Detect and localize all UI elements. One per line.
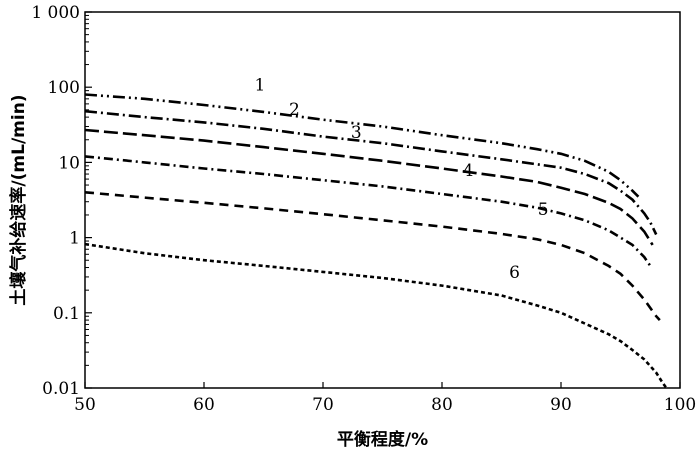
series-2-line: [84, 109, 658, 236]
x-axis-title: 平衡程度/%: [337, 429, 428, 450]
series-6-line: [84, 242, 668, 390]
curve-labels: 1 2 3 4 5 6: [255, 76, 549, 283]
y-tick-label: 10: [58, 153, 80, 173]
y-axis: 0.01 0.1 1 10 100 1 000: [31, 3, 92, 399]
x-tick-label: 50: [74, 395, 96, 415]
x-tick-label: 80: [431, 395, 453, 415]
x-tick-label: 90: [550, 395, 572, 415]
y-tick-label: 1 000: [31, 3, 80, 23]
curve-label-1: 1: [255, 76, 266, 96]
series-5-line: [84, 191, 661, 321]
x-tick-label: 60: [193, 395, 215, 415]
curve-label-4: 4: [463, 161, 474, 181]
curve-label-6: 6: [509, 263, 520, 283]
y-tick-label: 0.01: [42, 379, 80, 399]
plot-frame: [84, 11, 681, 389]
x-tick-label: 100: [664, 395, 696, 415]
curve-label-3: 3: [351, 123, 362, 143]
curves-group: [84, 93, 668, 390]
series-1-line: [84, 93, 640, 198]
y-tick-label: 1: [69, 229, 80, 249]
series-4-line: [84, 155, 652, 267]
y-tick-label: 0.1: [53, 304, 80, 324]
x-axis: 50 60 70 80 90 100: [74, 382, 696, 415]
x-tick-label: 70: [312, 395, 334, 415]
y-tick-label: 100: [48, 78, 80, 98]
y-axis-title: 土壤气补给速率/(mL/min): [8, 94, 29, 305]
series-3-line: [84, 128, 654, 246]
curve-label-2: 2: [289, 100, 300, 120]
curve-label-5: 5: [538, 200, 549, 220]
